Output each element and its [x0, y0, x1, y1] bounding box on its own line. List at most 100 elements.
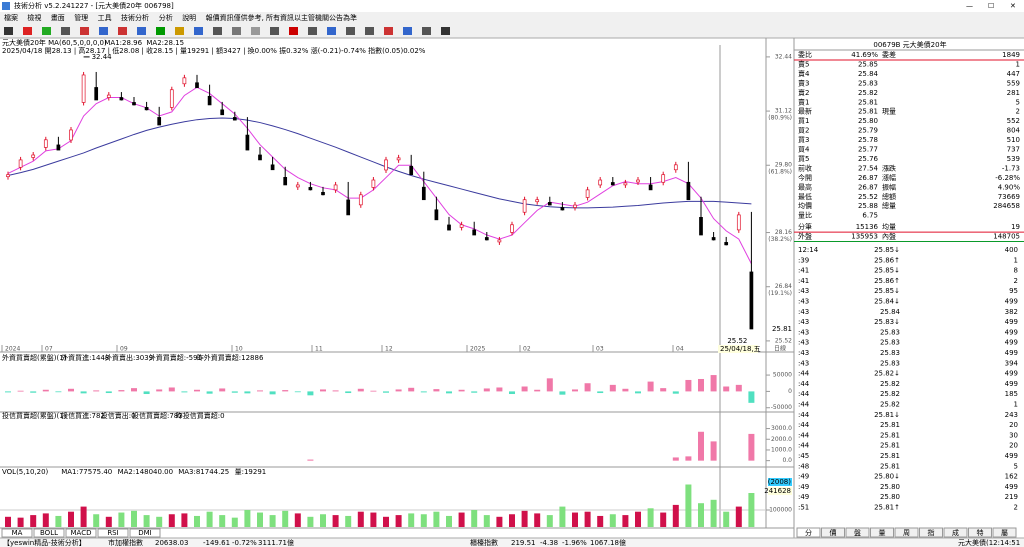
quote-label: 量比	[798, 211, 812, 220]
toolbar-button[interactable]	[232, 27, 241, 35]
minimize-button[interactable]: —	[966, 2, 973, 10]
annotation: 32.44	[92, 53, 113, 61]
candle	[585, 189, 590, 198]
toolbar-button[interactable]	[289, 27, 298, 35]
bar	[483, 515, 490, 527]
toolbar-button[interactable]	[194, 27, 203, 35]
quote-value: 1849	[1002, 51, 1020, 59]
toolbar-button[interactable]	[251, 27, 260, 35]
quote-tab[interactable]	[943, 527, 968, 538]
candle	[18, 159, 23, 168]
toolbar-button[interactable]	[327, 27, 336, 35]
bar	[546, 515, 553, 527]
toolbar-button[interactable]	[308, 27, 317, 35]
toolbar-button[interactable]	[118, 27, 127, 35]
x-tick-label: 03	[596, 346, 604, 353]
toolbar-button[interactable]	[441, 27, 450, 35]
quote-value: 25.88	[858, 202, 878, 210]
bar	[118, 512, 125, 527]
quote-tab[interactable]	[992, 527, 1017, 538]
x-tick-label: 07	[45, 346, 53, 353]
indicator-tab[interactable]	[129, 528, 161, 538]
bar	[244, 510, 251, 527]
indicator-tab[interactable]	[33, 528, 65, 538]
quote-label: 分筆	[798, 222, 812, 231]
bar	[433, 511, 440, 527]
legend-entry: MA1:28.96	[104, 39, 142, 47]
tick-price: 25.84	[880, 308, 901, 316]
quote-tab[interactable]	[968, 527, 992, 538]
toolbar-button[interactable]	[42, 27, 51, 35]
toolbar-button[interactable]	[4, 27, 13, 35]
candle	[220, 109, 225, 116]
maximize-button[interactable]: ☐	[988, 2, 994, 10]
tick-price: 25.82	[880, 380, 900, 388]
menu-item[interactable]: 說明	[182, 13, 196, 22]
indicator-tab[interactable]	[1, 528, 33, 538]
quote-tab[interactable]	[796, 527, 821, 538]
close-button[interactable]: ✕	[1010, 2, 1016, 10]
toolbar-button[interactable]	[61, 27, 70, 35]
quote-label: 委差	[882, 50, 896, 59]
tick-price: 25.85↓	[874, 287, 900, 295]
bar	[231, 391, 238, 393]
menu-item[interactable]: 管理	[74, 13, 88, 22]
toolbar-button[interactable]	[137, 27, 146, 35]
bar	[458, 512, 465, 527]
quote-tab-label: 分	[805, 528, 812, 537]
menu-item[interactable]: 檢視	[27, 13, 41, 22]
y-tick-label: 0	[788, 388, 792, 395]
bar	[80, 391, 87, 394]
toolbar-button[interactable]	[80, 27, 89, 35]
bar	[735, 384, 742, 392]
pane-info: 昨外資買賣超:12886	[197, 353, 264, 362]
menu-item[interactable]: 檔案	[4, 13, 18, 22]
toolbar-button[interactable]	[175, 27, 184, 35]
candle	[560, 207, 565, 211]
tick-price: 25.82	[880, 401, 900, 409]
bar	[496, 516, 503, 527]
indicator-tab[interactable]	[97, 528, 129, 538]
tick-time: :44	[798, 401, 810, 409]
quote-label: 買3	[798, 136, 809, 144]
pane-info: 量:19291	[235, 468, 267, 476]
quote-tab[interactable]	[919, 527, 943, 538]
bar	[710, 375, 717, 392]
toolbar-button[interactable]	[99, 27, 108, 35]
menu-item[interactable]: 技術分析	[121, 13, 149, 22]
toolbar-button[interactable]	[23, 27, 32, 35]
toolbar-button[interactable]	[403, 27, 412, 35]
toolbar-button[interactable]	[365, 27, 374, 35]
quote-tab[interactable]	[870, 527, 894, 538]
indicator-tab[interactable]	[65, 528, 97, 538]
toolbar-button[interactable]	[384, 27, 393, 35]
pane-info: MA1:77575.40	[61, 468, 112, 476]
quote-tab[interactable]	[821, 527, 845, 538]
quote-tab-label: 周	[903, 529, 910, 537]
bar	[735, 506, 742, 527]
bar	[219, 388, 226, 392]
bar	[609, 384, 616, 392]
period-label: 日線	[774, 345, 786, 353]
menu-item[interactable]: 分析	[159, 13, 173, 22]
side-label-bg	[768, 487, 792, 495]
ma-line	[7, 86, 752, 264]
quote-tab[interactable]	[894, 527, 919, 538]
toolbar-button[interactable]	[156, 27, 165, 35]
menu-item[interactable]: 工具	[98, 14, 112, 22]
pane-info: 外資賣出:3039	[105, 353, 153, 362]
tick-volume: 400	[1005, 246, 1018, 254]
toolbar-button[interactable]	[213, 27, 222, 35]
chart-info: 2025/04/18 開28.13 | 高28.17 | 低28.08 | 收2…	[2, 46, 426, 55]
bar	[420, 514, 427, 527]
bar	[685, 456, 692, 461]
tick-volume: 499	[1005, 339, 1018, 347]
toolbar-button[interactable]	[346, 27, 355, 35]
toolbar-button[interactable]	[270, 27, 279, 35]
menu-item[interactable]: 畫面	[51, 13, 65, 22]
quote-tab[interactable]	[845, 527, 870, 538]
app-icon	[2, 2, 10, 10]
toolbar-button[interactable]	[422, 27, 431, 35]
bar	[572, 389, 578, 392]
